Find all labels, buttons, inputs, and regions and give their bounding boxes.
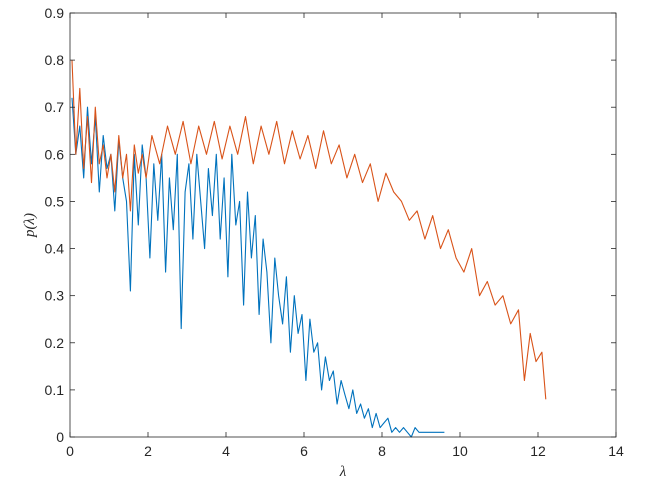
x-tick-label: 6: [300, 443, 308, 459]
y-tick-label: 0.6: [45, 146, 65, 162]
y-axis: 0 0.1 0.2 0.3 0.4 0.5 0.6 0.7 0.8 0.9: [45, 5, 616, 445]
x-axis-label: λ: [339, 464, 347, 480]
x-tick-label: 4: [222, 443, 230, 459]
x-tick-label: 10: [452, 443, 468, 459]
x-tick-label: 2: [144, 443, 152, 459]
series-line-2: [71, 60, 547, 400]
y-axis-label: p(λ): [22, 213, 38, 238]
y-tick-label: 0: [56, 429, 64, 445]
y-tick-label: 0.5: [45, 193, 65, 209]
axes-frame: [69, 12, 617, 438]
y-tick-label: 0.4: [45, 241, 65, 257]
x-axis: 0 2 4 6 8 10 12 14: [66, 13, 624, 459]
y-tick-label: 0.9: [45, 5, 65, 21]
y-tick-label: 0.7: [45, 99, 65, 115]
y-tick-label: 0.2: [45, 335, 65, 351]
y-tick-label: 0.3: [45, 288, 65, 304]
y-tick-label: 0.8: [45, 52, 65, 68]
y-tick-label: 0.1: [45, 382, 65, 398]
x-tick-label: 8: [378, 443, 386, 459]
series-layer: [71, 60, 547, 438]
x-tick-label: 14: [608, 443, 624, 459]
plot-background: [70, 13, 616, 437]
x-tick-label: 0: [66, 443, 74, 459]
x-tick-label: 12: [530, 443, 546, 459]
series-line-1: [71, 97, 445, 438]
